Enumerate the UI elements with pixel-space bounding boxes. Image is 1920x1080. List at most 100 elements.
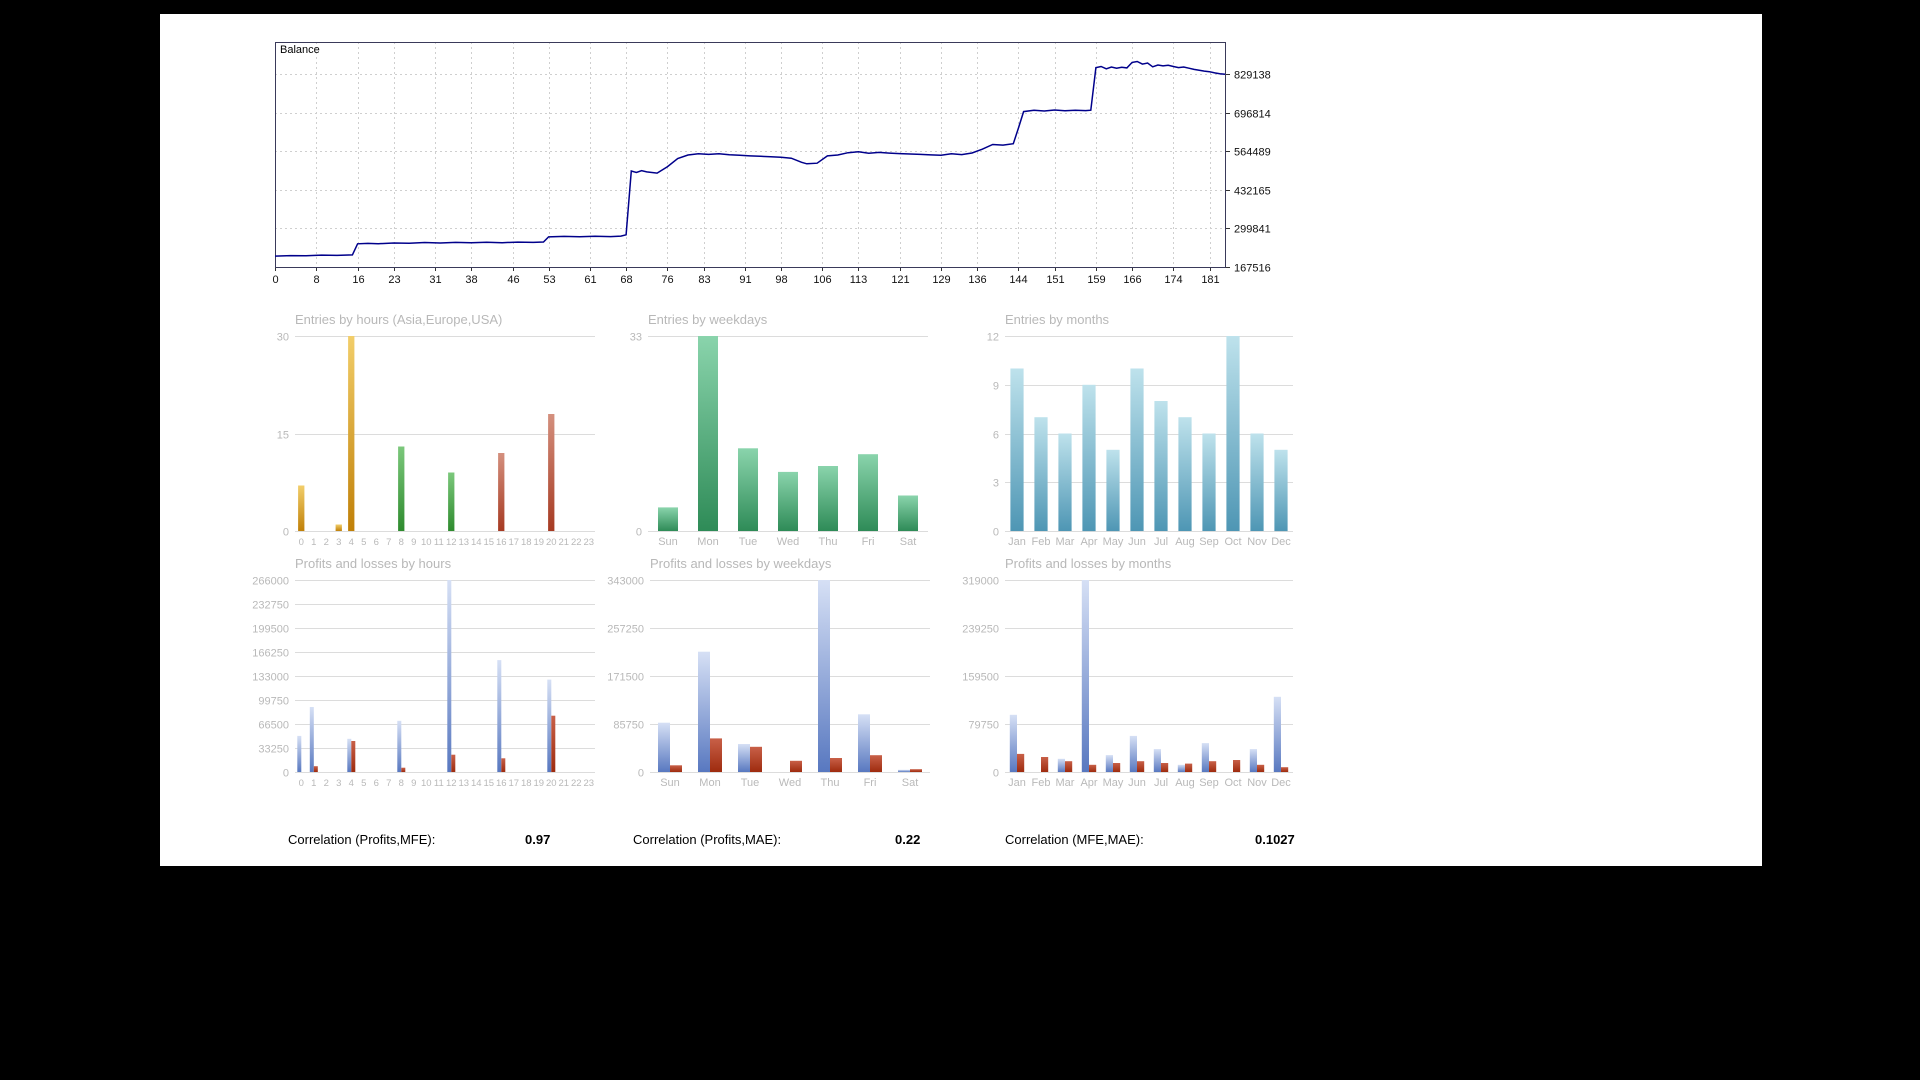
svg-text:432165: 432165 (1234, 186, 1271, 198)
svg-text:Feb: Feb (1032, 536, 1051, 548)
loss-bar (710, 738, 722, 772)
bar (1130, 368, 1144, 531)
correlation-profits-mfe-label: Correlation (Profits,MFE): (288, 832, 436, 847)
svg-text:Jul: Jul (1154, 536, 1168, 548)
svg-text:20: 20 (546, 778, 557, 789)
svg-text:Thu: Thu (821, 777, 840, 789)
entries-by-hours-chart: Entries by hours (Asia,Europe,USA) 0 15 30… (245, 312, 607, 551)
svg-text:Dec: Dec (1271, 777, 1291, 789)
svg-text:10: 10 (421, 778, 432, 789)
svg-text:15: 15 (277, 430, 289, 442)
bar (658, 507, 678, 531)
svg-text:159: 159 (1087, 274, 1105, 286)
loss-bar (1233, 760, 1241, 772)
svg-text:17: 17 (509, 778, 520, 789)
profit-bar (347, 738, 352, 772)
svg-text:12: 12 (446, 778, 457, 789)
svg-text:11: 11 (434, 778, 444, 789)
svg-text:Jun: Jun (1128, 536, 1146, 548)
axis-labels: 0 85750 171500 257250 343000 (607, 576, 644, 780)
svg-text:266000: 266000 (252, 576, 289, 588)
svg-text:121: 121 (891, 274, 909, 286)
svg-text:829138: 829138 (1234, 70, 1271, 82)
bar (1034, 417, 1048, 531)
correlation-mfe-mae-value: 0.1027 (1255, 832, 1295, 847)
profit-bar (309, 707, 314, 772)
svg-text:3: 3 (993, 478, 999, 490)
entries-by-weekdays-chart: Entries by weekdays 0 33 Sun Mon Tue Wed Thu Fr… (598, 312, 940, 551)
bar (498, 453, 505, 531)
profit-bar (1177, 764, 1185, 772)
axis-labels: 167516 299841 432165 564489 696814 829138 0 8 16… (272, 70, 1270, 287)
bars (658, 580, 922, 772)
loss-bar (750, 746, 762, 772)
gridlines (1005, 336, 1293, 532)
chart-title: Entries by months (1005, 312, 1110, 327)
profit-bar (658, 722, 670, 772)
svg-text:85750: 85750 (613, 720, 644, 732)
svg-text:99750: 99750 (258, 696, 289, 708)
bar (1202, 433, 1216, 531)
bar (738, 448, 758, 531)
svg-text:61: 61 (584, 274, 596, 286)
bar (1082, 384, 1096, 532)
profit-bar (1009, 714, 1017, 772)
svg-text:257250: 257250 (607, 624, 644, 636)
svg-text:33: 33 (630, 332, 642, 344)
gridlines (648, 336, 928, 532)
bar (1178, 417, 1192, 531)
svg-text:18: 18 (521, 537, 532, 548)
svg-text:299841: 299841 (1234, 224, 1271, 236)
chart-title: Profits and losses by weekdays (650, 556, 832, 571)
svg-text:0: 0 (283, 527, 289, 539)
profit-bar (858, 714, 870, 772)
svg-text:343000: 343000 (607, 576, 644, 588)
gridlines (295, 580, 595, 773)
correlation-profits-mfe-value: 0.97 (525, 832, 551, 847)
axis-ticks (275, 74, 1230, 271)
svg-text:Jan: Jan (1008, 536, 1026, 548)
profit-bar (1201, 743, 1209, 772)
loss-bar (910, 769, 922, 772)
svg-text:14: 14 (471, 778, 482, 789)
loss-bar (1017, 753, 1025, 772)
svg-text:564489: 564489 (1234, 147, 1271, 159)
svg-text:16: 16 (496, 537, 507, 548)
report-page: Balance 167516 299841 432165 564489 696814 82… (160, 14, 1762, 866)
gridlines (275, 42, 1225, 267)
svg-text:1: 1 (311, 778, 316, 789)
svg-text:Jan: Jan (1008, 777, 1026, 789)
svg-text:Jun: Jun (1128, 777, 1146, 789)
balance-chart-label: Balance (280, 44, 320, 56)
svg-text:6: 6 (374, 537, 379, 548)
svg-text:Fri: Fri (864, 777, 877, 789)
axis-labels: 0 79750 159500 239250 319000 (962, 576, 999, 780)
svg-text:4: 4 (349, 537, 354, 548)
svg-text:171500: 171500 (607, 672, 644, 684)
svg-text:0: 0 (993, 527, 999, 539)
svg-text:Tue: Tue (741, 777, 760, 789)
svg-text:9: 9 (411, 537, 416, 548)
svg-text:53: 53 (543, 274, 555, 286)
svg-text:22: 22 (571, 537, 582, 548)
svg-text:0: 0 (636, 527, 642, 539)
category-labels: 0 1 2 3 4 5 6 7 8 9 10 11 12 13 14 15 16 17 18 19 20 21 22 23 (299, 778, 594, 789)
svg-text:79750: 79750 (968, 720, 999, 732)
chart-plot: 0 33 Sun Mon Tue Wed Thu Fri Sat (598, 332, 940, 551)
loss-bar (451, 754, 456, 772)
profit-bar (818, 580, 830, 772)
svg-text:0: 0 (283, 768, 289, 780)
profit-bar (397, 720, 402, 772)
bar (298, 485, 305, 531)
profit-bar (1129, 735, 1137, 772)
plot-border (275, 42, 1226, 268)
bars (298, 336, 555, 531)
svg-text:16: 16 (496, 778, 507, 789)
balance-chart: Balance 167516 299841 432165 564489 696814 82… (272, 40, 1289, 289)
svg-text:17: 17 (509, 537, 520, 548)
chart-title: Profits and losses by months (1005, 556, 1172, 571)
svg-text:8: 8 (313, 274, 319, 286)
profits-losses-by-months-chart: Profits and losses by months 0 79750 15950… (950, 556, 1305, 792)
